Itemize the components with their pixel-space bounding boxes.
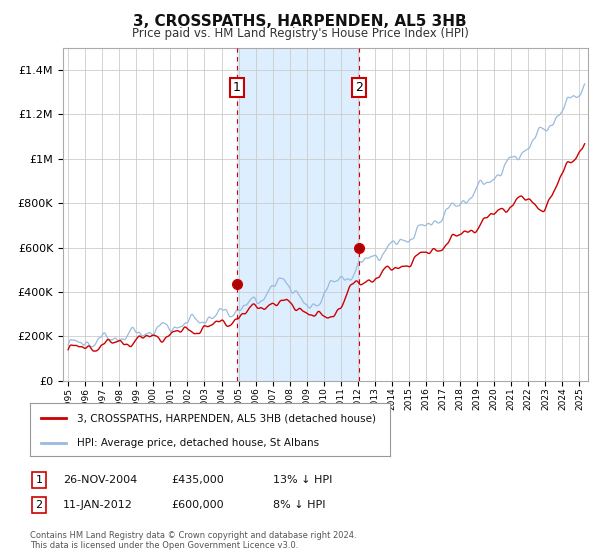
Bar <box>237 48 359 381</box>
Text: 3, CROSSPATHS, HARPENDEN, AL5 3HB (detached house): 3, CROSSPATHS, HARPENDEN, AL5 3HB (detac… <box>77 413 376 423</box>
Text: 2: 2 <box>355 81 362 94</box>
Text: Contains HM Land Registry data © Crown copyright and database right 2024.: Contains HM Land Registry data © Crown c… <box>30 531 356 540</box>
Text: HPI: Average price, detached house, St Albans: HPI: Average price, detached house, St A… <box>77 438 319 448</box>
Text: 13% ↓ HPI: 13% ↓ HPI <box>273 475 332 485</box>
Text: 1: 1 <box>233 81 241 94</box>
Text: 11-JAN-2012: 11-JAN-2012 <box>63 500 133 510</box>
Text: 3, CROSSPATHS, HARPENDEN, AL5 3HB: 3, CROSSPATHS, HARPENDEN, AL5 3HB <box>133 14 467 29</box>
Text: 26-NOV-2004: 26-NOV-2004 <box>63 475 137 485</box>
Text: This data is licensed under the Open Government Licence v3.0.: This data is licensed under the Open Gov… <box>30 542 298 550</box>
Text: 8% ↓ HPI: 8% ↓ HPI <box>273 500 325 510</box>
Text: £600,000: £600,000 <box>171 500 224 510</box>
Text: 2: 2 <box>35 500 43 510</box>
Text: Price paid vs. HM Land Registry's House Price Index (HPI): Price paid vs. HM Land Registry's House … <box>131 27 469 40</box>
Text: £435,000: £435,000 <box>171 475 224 485</box>
Text: 1: 1 <box>35 475 43 485</box>
